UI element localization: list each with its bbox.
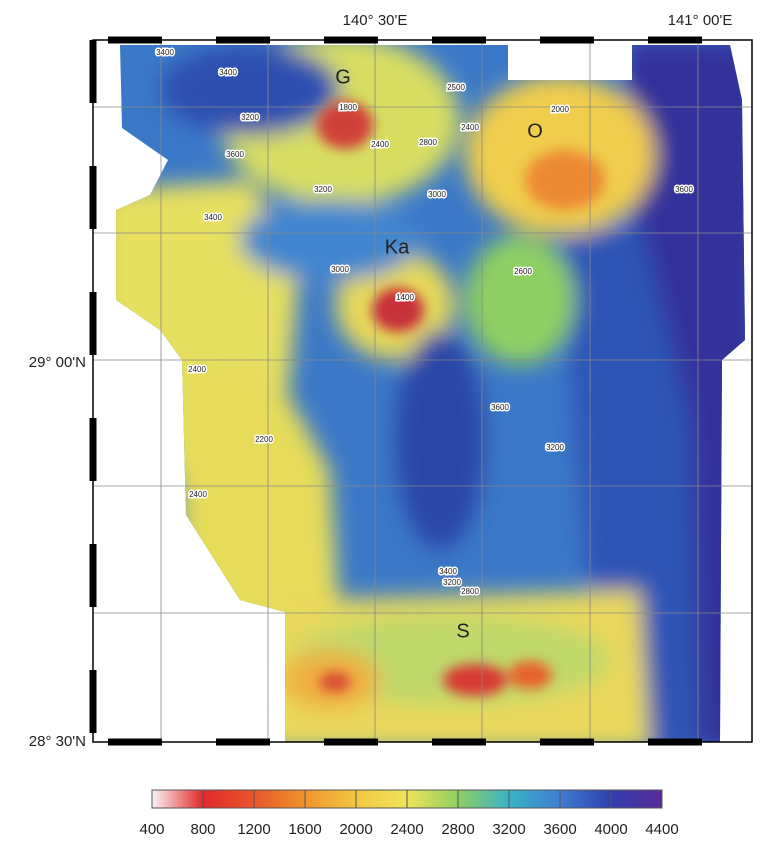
colorbar-tick-label: 1600 <box>288 821 321 838</box>
contour-label: 2400 <box>189 490 207 499</box>
contour-label: 3600 <box>226 150 244 159</box>
contour-label: 3600 <box>491 403 509 412</box>
contour-label: 2600 <box>514 267 532 276</box>
contour-label: 1400 <box>396 293 414 302</box>
colorbar-tick-label: 4400 <box>645 821 678 838</box>
colorbar-tick-label: 1200 <box>237 821 270 838</box>
colorbar-tick-label: 3600 <box>543 821 576 838</box>
feature-label: O <box>527 120 543 142</box>
depth-surface <box>116 45 745 742</box>
colorbar-tick-label: 400 <box>139 821 164 838</box>
colorbar-tick-label: 2000 <box>339 821 372 838</box>
contour-label: 3600 <box>675 185 693 194</box>
contour-label: 2400 <box>461 123 479 132</box>
contour-labels: 3400 3400 3600 3200 2500 2400 2400 2800 2000 1800… <box>155 47 695 598</box>
colorbar-ticks: 400 800 1200 1600 2000 2400 2800 3200 3600 4000 44… <box>139 790 679 838</box>
feature-label: Ka <box>385 236 410 258</box>
contour-label: 2000 <box>551 105 569 114</box>
feature-label: S <box>456 620 469 642</box>
contour-label: 3000 <box>428 190 446 199</box>
colorbar-tick-label: 3200 <box>492 821 525 838</box>
contour-label: 3200 <box>443 578 461 587</box>
contour-label: 2400 <box>371 140 389 149</box>
contour-label: 3400 <box>204 213 222 222</box>
contour-label: 2800 <box>461 587 479 596</box>
contour-label: 2200 <box>255 435 273 444</box>
longitude-label: 140° 30'E <box>343 12 408 29</box>
contour-label: 2500 <box>447 83 465 92</box>
graticule <box>93 40 752 742</box>
longitude-label: 141° 00'E <box>668 12 733 29</box>
contour-label: 3400 <box>219 68 237 77</box>
contour-label: 3200 <box>241 113 259 122</box>
feature-label: G <box>335 66 351 88</box>
latitude-label: 29° 00'N <box>29 354 86 371</box>
contour-label: 1800 <box>339 103 357 112</box>
contour-label: 3200 <box>546 443 564 452</box>
contour-label: 3200 <box>314 185 332 194</box>
colorbar-tick-label: 4000 <box>594 821 627 838</box>
map-frame <box>89 36 753 746</box>
colorbar-tick-label: 2400 <box>390 821 423 838</box>
colorbar-tick-label: 2800 <box>441 821 474 838</box>
colorbar-tick-label: 800 <box>190 821 215 838</box>
contour-label: 3400 <box>156 48 174 57</box>
contour-label: 3400 <box>439 567 457 576</box>
contour-label: 2800 <box>419 138 437 147</box>
contour-label: 3000 <box>331 265 349 274</box>
contour-label: 2400 <box>188 365 206 374</box>
latitude-label: 28° 30'N <box>29 733 86 750</box>
